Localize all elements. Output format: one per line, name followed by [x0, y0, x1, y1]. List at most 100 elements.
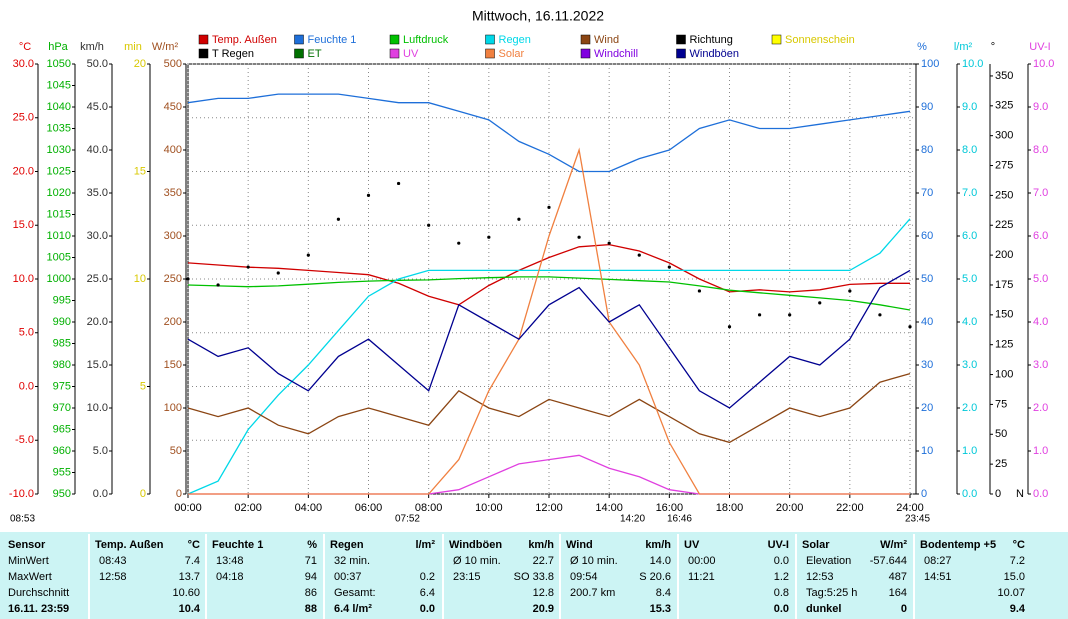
- direction-dot: [577, 235, 581, 239]
- x-tick-label: 08:00: [415, 502, 443, 514]
- table-cell: 04:18: [216, 571, 244, 583]
- legend-label: Solar: [499, 48, 525, 60]
- table-cell: Wind: [566, 539, 593, 551]
- table-cell: 8.4: [656, 587, 671, 599]
- table-cell: 00:00: [688, 555, 716, 567]
- series-line: [188, 147, 910, 495]
- y-tick-label: 1040: [47, 101, 71, 113]
- table-cell: 6.4: [420, 587, 435, 599]
- y-tick-label: 8.0: [1033, 144, 1048, 156]
- legend-swatch: [485, 48, 495, 59]
- table-cell: -57.644: [870, 555, 907, 567]
- y-tick-label: 40: [921, 316, 933, 328]
- y-tick-label: 0.0: [19, 380, 34, 392]
- axis-unit: W/m²: [152, 41, 179, 53]
- legend-label: T Regen: [212, 48, 254, 60]
- y-tick-label: 90: [921, 101, 933, 113]
- table-cell: Ø 10 min.: [570, 555, 618, 567]
- y-tick-label: 20: [921, 402, 933, 414]
- y-tick-label: 6.0: [962, 230, 977, 242]
- x-tick-label: 02:00: [234, 502, 262, 514]
- y-tick-label: 100: [921, 58, 939, 70]
- time-annotation: 08:53: [10, 514, 35, 525]
- series-line: [187, 243, 910, 306]
- y-tick-label: -10.0: [9, 488, 34, 500]
- series-line: [187, 372, 911, 444]
- legend-swatch: [485, 34, 495, 45]
- y-tick-label: 15: [134, 165, 146, 177]
- y-tick-label: 5: [140, 380, 146, 392]
- y-tick-label: 5.0: [1033, 273, 1048, 285]
- table-cell: 0.8: [774, 587, 789, 599]
- table-cell: 10.07: [997, 587, 1025, 599]
- y-tick-label: 1050: [47, 58, 71, 70]
- y-tick-label: 25: [995, 458, 1007, 470]
- x-tick-label: 16:00: [656, 502, 684, 514]
- y-tick-label: 30.0: [87, 230, 108, 242]
- y-tick-label: 950: [53, 488, 71, 500]
- north-label: N: [1016, 488, 1024, 500]
- y-tick-label: 1010: [47, 230, 71, 242]
- y-tick-label: 50: [995, 428, 1007, 440]
- table-cell: 32 min.: [334, 555, 370, 567]
- x-tick-label: 20:00: [776, 502, 804, 514]
- table-cell: km/h: [528, 539, 554, 551]
- direction-dot: [457, 241, 461, 245]
- table-cell: 0.0: [420, 603, 435, 615]
- table-cell: Feuchte 1: [212, 539, 263, 551]
- direction-dot: [427, 223, 431, 227]
- table-cell: 0: [901, 603, 907, 615]
- table-cell: 15.3: [650, 603, 671, 615]
- y-tick-label: 0.0: [93, 488, 108, 500]
- axis-unit: l/m²: [954, 41, 973, 53]
- direction-dot: [306, 253, 310, 257]
- y-tick-label: 1015: [47, 208, 71, 220]
- y-tick-label: 300: [164, 230, 182, 242]
- direction-dot: [547, 205, 551, 209]
- axis-unit: %: [917, 41, 927, 53]
- table-cell: Solar: [802, 539, 830, 551]
- table-cell: °C: [188, 539, 200, 551]
- y-tick-label: 965: [53, 423, 71, 435]
- y-tick-label: 0.0: [1033, 488, 1048, 500]
- y-tick-label: 7.0: [962, 187, 977, 199]
- y-tick-label: 50: [921, 273, 933, 285]
- y-tick-label: 20.0: [13, 165, 34, 177]
- y-tick-label: 1020: [47, 187, 71, 199]
- y-tick-label: 2.0: [962, 402, 977, 414]
- y-tick-label: 0: [176, 488, 182, 500]
- y-tick-label: 955: [53, 466, 71, 478]
- y-tick-label: 350: [164, 187, 182, 199]
- y-tick-label: 975: [53, 380, 71, 392]
- y-tick-label: 4.0: [962, 316, 977, 328]
- time-annotation: 23:45: [905, 514, 930, 525]
- legend-label: Windböen: [690, 48, 740, 60]
- y-tick-label: 70: [921, 187, 933, 199]
- y-tick-label: 225: [995, 219, 1013, 231]
- table-cell: dunkel: [806, 603, 841, 615]
- y-tick-label: 10: [134, 273, 146, 285]
- table-cell: 15.0: [1004, 571, 1025, 583]
- y-tick-label: 50.0: [87, 58, 108, 70]
- direction-dot: [396, 181, 401, 186]
- y-tick-label: 35.0: [87, 187, 108, 199]
- legend-label: Regen: [499, 34, 531, 46]
- direction-dot: [186, 277, 190, 281]
- x-tick-label: 10:00: [475, 502, 503, 514]
- y-tick-label: 960: [53, 445, 71, 457]
- y-tick-label: 10: [921, 445, 933, 457]
- x-tick-label: 00:00: [174, 502, 202, 514]
- y-tick-label: 4.0: [1033, 316, 1048, 328]
- table-cell: 9.4: [1010, 603, 1026, 615]
- y-tick-label: 10.0: [1033, 58, 1054, 70]
- table-cell: W/m²: [880, 539, 907, 551]
- legend-swatch: [389, 34, 400, 45]
- y-tick-label: 40.0: [87, 144, 108, 156]
- y-tick-label: 450: [164, 101, 182, 113]
- table-cell: l/m²: [415, 539, 435, 551]
- series-line: [187, 276, 911, 311]
- legend-swatch: [771, 34, 782, 45]
- y-tick-label: -5.0: [15, 434, 34, 446]
- y-tick-label: 25.0: [13, 112, 34, 124]
- table-cell: 1.2: [774, 571, 789, 583]
